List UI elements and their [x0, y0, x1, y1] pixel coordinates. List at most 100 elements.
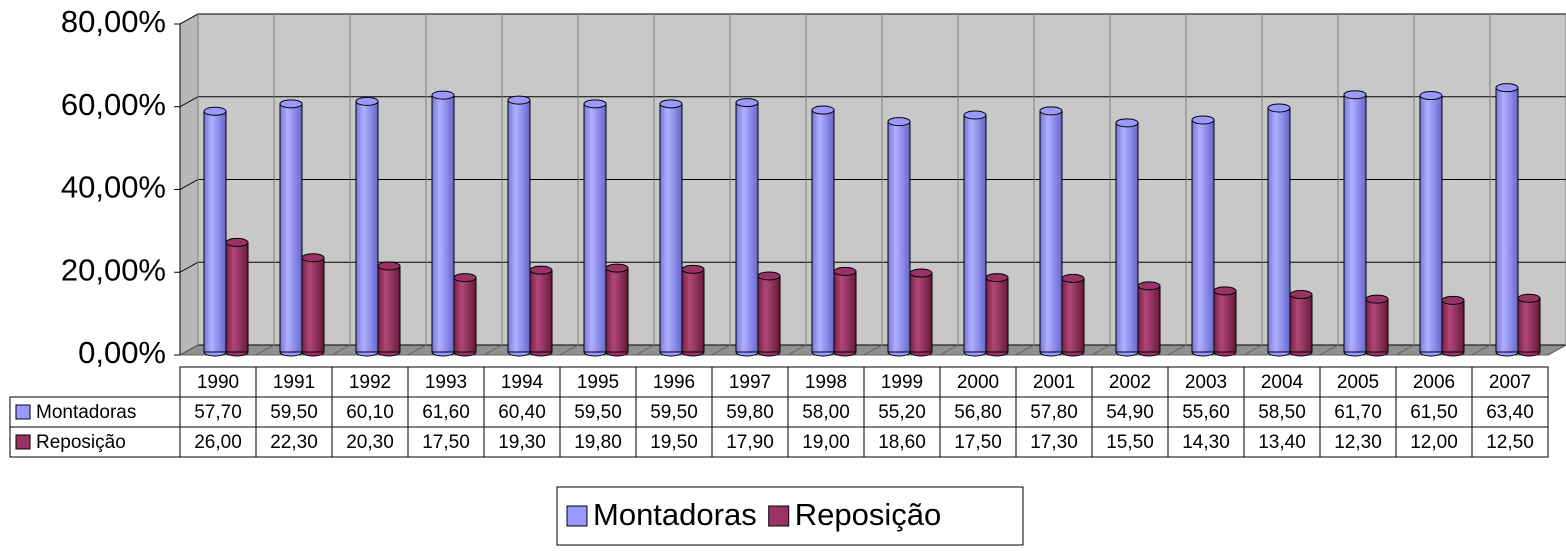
x-tick-label: 2003: [1185, 372, 1227, 393]
x-tick-label: 2000: [957, 372, 999, 393]
bar-top: [985, 273, 1009, 283]
bar-top: [1495, 83, 1519, 93]
y-tick-label: 60,00%: [61, 87, 166, 122]
bar: [909, 272, 933, 353]
bar-top: [1137, 281, 1161, 291]
legend: [556, 486, 1024, 546]
x-tick-label: 1990: [197, 372, 239, 393]
table-legend-key: [15, 434, 31, 450]
bar: [507, 99, 531, 353]
bar: [757, 275, 781, 353]
legend-label: Montadoras: [593, 497, 757, 532]
table-value: 18,60: [878, 432, 926, 453]
category-divider: [179, 344, 199, 356]
bar-top: [1213, 286, 1237, 296]
table-value: 60,40: [498, 402, 546, 423]
bar-top: [659, 99, 683, 109]
bar: [1039, 110, 1063, 353]
category-divider: [483, 344, 503, 356]
table-value: 12,00: [1410, 432, 1458, 453]
bar-top: [225, 237, 249, 247]
table-value: 20,30: [346, 432, 394, 453]
category-divider: [711, 344, 731, 356]
category-divider: [1167, 344, 1187, 356]
x-tick-label: 2002: [1109, 372, 1151, 393]
table-value: 61,70: [1334, 402, 1382, 423]
x-tick-label: 2005: [1337, 372, 1379, 393]
table-value: 55,60: [1182, 402, 1230, 423]
category-divider: [255, 344, 275, 356]
bar: [963, 114, 987, 353]
table-value: 55,20: [878, 402, 926, 423]
x-tick-label: 1998: [805, 372, 847, 393]
table-value: 58,00: [802, 402, 850, 423]
table-value: 61,50: [1410, 402, 1458, 423]
bar: [659, 103, 683, 353]
bar: [453, 277, 477, 353]
bar: [1115, 122, 1139, 353]
x-tick-label: 1994: [501, 372, 544, 393]
bar: [1419, 95, 1443, 353]
bar-top: [279, 99, 303, 109]
table-value: 63,40: [1486, 402, 1534, 423]
x-tick-label: 1991: [273, 372, 315, 393]
bar-top: [1039, 106, 1063, 116]
table-value: 22,30: [270, 432, 318, 453]
y-tick-label: 40,00%: [61, 170, 166, 205]
table-value: 14,30: [1182, 432, 1230, 453]
table-value: 19,50: [650, 432, 698, 453]
bar-top: [1115, 118, 1139, 128]
category-divider: [787, 344, 807, 356]
bar: [1191, 119, 1215, 353]
bar: [225, 241, 249, 353]
table-value: 12,50: [1486, 432, 1534, 453]
bar-top: [453, 273, 477, 283]
y-tick-label: 20,00%: [61, 252, 166, 287]
bar: [735, 102, 759, 353]
bar-top: [1191, 115, 1215, 125]
table-value: 13,40: [1258, 432, 1306, 453]
bar-top: [1267, 103, 1291, 113]
table-value: 17,50: [422, 432, 470, 453]
bar: [887, 121, 911, 353]
table-value: 15,50: [1106, 432, 1154, 453]
category-divider: [939, 344, 959, 356]
table-value: 17,30: [1030, 432, 1078, 453]
bar-top: [1343, 90, 1367, 100]
table-value: 57,80: [1030, 402, 1078, 423]
bar-top: [833, 266, 857, 276]
bar-top: [1441, 295, 1465, 305]
x-tick-label: 1996: [653, 372, 695, 393]
bar: [811, 109, 835, 353]
table-series-name: Montadoras: [36, 402, 136, 423]
table-value: 61,60: [422, 402, 470, 423]
bar-top: [1365, 294, 1389, 304]
x-tick-label: 1997: [729, 372, 771, 393]
bar-top: [605, 263, 629, 273]
bar: [1289, 294, 1313, 353]
category-divider: [1243, 344, 1263, 356]
bar-top: [301, 253, 325, 263]
bar-top: [757, 271, 781, 281]
table-series-name: Reposição: [36, 432, 126, 453]
x-tick-label: 2007: [1489, 372, 1531, 393]
legend-swatch: [566, 505, 588, 527]
table-value: 12,30: [1334, 432, 1382, 453]
bar: [431, 94, 455, 353]
category-divider: [331, 344, 351, 356]
bar-top: [355, 96, 379, 106]
bar: [1343, 94, 1367, 353]
category-divider: [1091, 344, 1111, 356]
bar-top: [431, 90, 455, 100]
x-tick-label: 1995: [577, 372, 619, 393]
bar-top: [507, 95, 531, 105]
bar-top: [963, 110, 987, 120]
bar: [203, 110, 227, 353]
category-divider: [407, 344, 427, 356]
x-tick-label: 1999: [881, 372, 923, 393]
bar: [833, 270, 857, 353]
table-value: 17,90: [726, 432, 774, 453]
category-divider: [863, 344, 883, 356]
bar: [355, 100, 379, 353]
bar-top: [735, 98, 759, 108]
